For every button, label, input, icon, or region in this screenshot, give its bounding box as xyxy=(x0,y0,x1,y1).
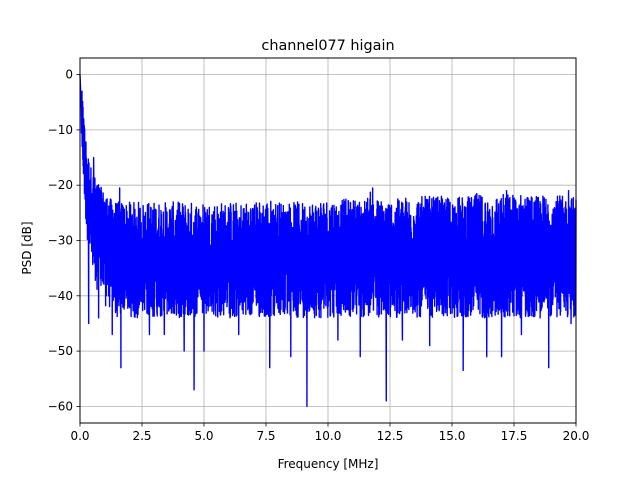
y-tick-label: −50 xyxy=(48,344,73,358)
plot-area xyxy=(79,74,577,408)
x-tick-label: 10.0 xyxy=(315,429,342,443)
y-tick-label: 0 xyxy=(65,68,73,82)
x-tick-label: 15.0 xyxy=(439,429,466,443)
y-tick-label: −40 xyxy=(48,289,73,303)
y-tick-label: −30 xyxy=(48,234,73,248)
x-tick-label: 17.5 xyxy=(501,429,528,443)
x-tick-label: 2.5 xyxy=(132,429,151,443)
y-tick-label: −20 xyxy=(48,178,73,192)
y-tick-label: −10 xyxy=(48,123,73,137)
x-axis-label: Frequency [MHz] xyxy=(278,457,379,471)
x-tick-label: 12.5 xyxy=(377,429,404,443)
psd-series-line xyxy=(79,74,577,408)
x-tick-label: 0.0 xyxy=(70,429,89,443)
x-tick-label: 7.5 xyxy=(256,429,275,443)
y-axis-label: PSD [dB] xyxy=(20,221,34,274)
y-tick-label: −60 xyxy=(48,399,73,413)
x-tick-label: 5.0 xyxy=(194,429,213,443)
x-tick-label: 20.0 xyxy=(563,429,590,443)
chart-title: channel077 higain xyxy=(261,38,394,54)
x-axis-ticks: 0.0 2.5 5.0 7.5 10.0 12.5 15.0 17.5 20.0 xyxy=(70,423,589,443)
y-axis-ticks: 0 −10 −20 −30 −40 −50 −60 xyxy=(48,68,80,413)
